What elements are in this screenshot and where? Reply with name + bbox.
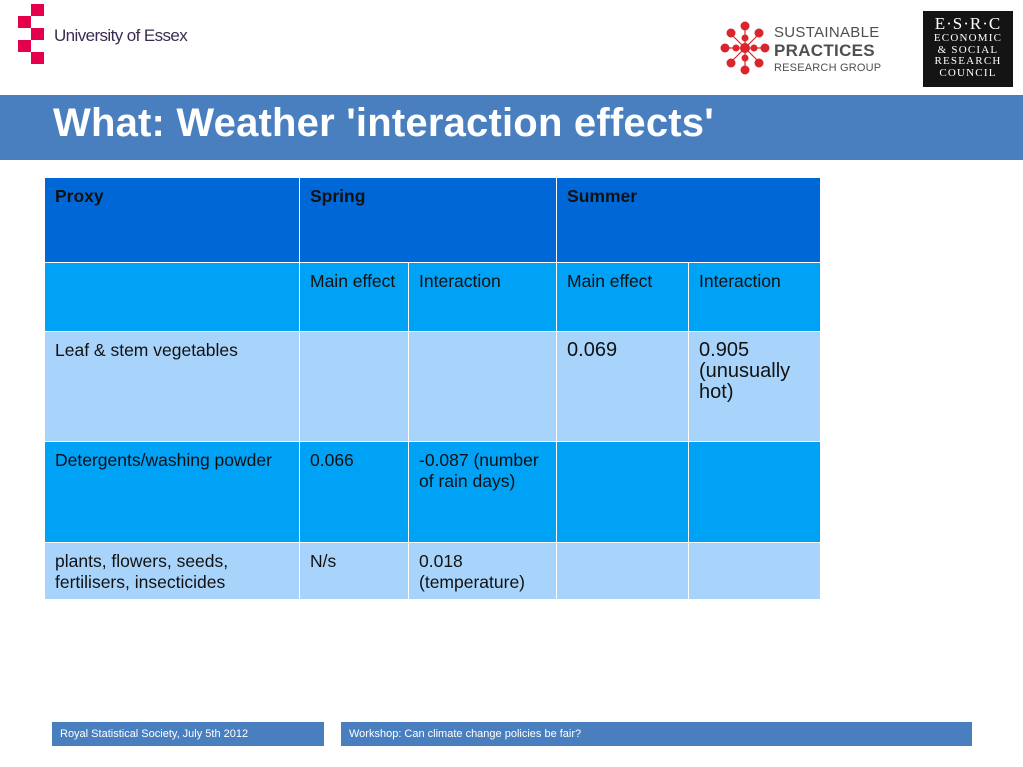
university-logo-text: University of Essex (54, 26, 188, 45)
esrc-logo-line3: & SOCIAL (937, 43, 999, 56)
cell-spring-interaction: 0.018 (temperature) (407, 542, 558, 600)
table-row: plants, flowers, seeds, fertilisers, ins… (44, 542, 822, 600)
weather-interaction-table: Proxy Spring Summer Main effect Interact… (44, 177, 822, 600)
table-subheader-row: Main effect Interaction Main effect Inte… (44, 262, 822, 332)
table-header-row: Proxy Spring Summer (44, 177, 822, 263)
esrc-logo-line1: E·S·R·C (934, 14, 1002, 33)
title-bar: What: Weather 'interaction effects' (0, 95, 1023, 160)
essex-logo-mark-icon (18, 4, 44, 68)
subheader-spring-interaction: Interaction (407, 262, 558, 332)
esrc-logo-line2: ECONOMIC (933, 32, 1003, 44)
cell-spring-main (299, 331, 409, 442)
slide-title: What: Weather 'interaction effects' (53, 101, 714, 145)
table-row: Detergents/washing powder 0.066 -0.087 (… (44, 441, 822, 543)
sprg-logo: SUSTAINABLE PRACTICES RESEARCH GROUP (720, 20, 900, 80)
sprg-logo-line2: PRACTICES (774, 41, 875, 60)
subheader-empty (44, 262, 300, 332)
header-spring: Spring (298, 177, 558, 263)
cell-summer-interaction (688, 441, 822, 543)
header-summer: Summer (556, 177, 822, 263)
cell-summer-main: 0.069 (556, 331, 690, 442)
cell-proxy: Leaf & stem vegetables (44, 331, 300, 442)
header-proxy: Proxy (44, 177, 300, 263)
university-of-essex-logo: University of Essex (18, 4, 198, 68)
cell-summer-interaction: 0.905 (unusually hot) (688, 331, 822, 442)
cell-spring-main: 0.066 (299, 441, 409, 543)
subheader-summer-main: Main effect (556, 262, 690, 332)
cell-proxy: Detergents/washing powder (44, 441, 300, 543)
cell-proxy: plants, flowers, seeds, fertilisers, ins… (44, 542, 300, 600)
table-row: Leaf & stem vegetables 0.069 0.905 (unus… (44, 331, 822, 442)
sprg-molecule-icon (720, 21, 770, 75)
esrc-logo-line4: RESEARCH (934, 55, 1002, 67)
sprg-logo-line3: RESEARCH GROUP (774, 62, 882, 74)
subheader-summer-interaction: Interaction (688, 262, 822, 332)
cell-spring-interaction (407, 331, 558, 442)
footer-workshop: Workshop: Can climate change policies be… (341, 722, 972, 746)
cell-summer-interaction (688, 542, 822, 600)
cell-spring-main: N/s (299, 542, 409, 600)
cell-spring-interaction: -0.087 (number of rain days) (407, 441, 558, 543)
subheader-spring-main: Main effect (299, 262, 409, 332)
cell-summer-main (556, 441, 690, 543)
esrc-logo: E·S·R·C ECONOMIC & SOCIAL RESEARCH COUNC… (923, 11, 1013, 87)
esrc-logo-line5: COUNCIL (939, 66, 997, 79)
cell-summer-main (556, 542, 690, 600)
footer-event: Royal Statistical Society, July 5th 2012 (52, 722, 324, 746)
sprg-logo-line1: SUSTAINABLE (774, 24, 880, 41)
